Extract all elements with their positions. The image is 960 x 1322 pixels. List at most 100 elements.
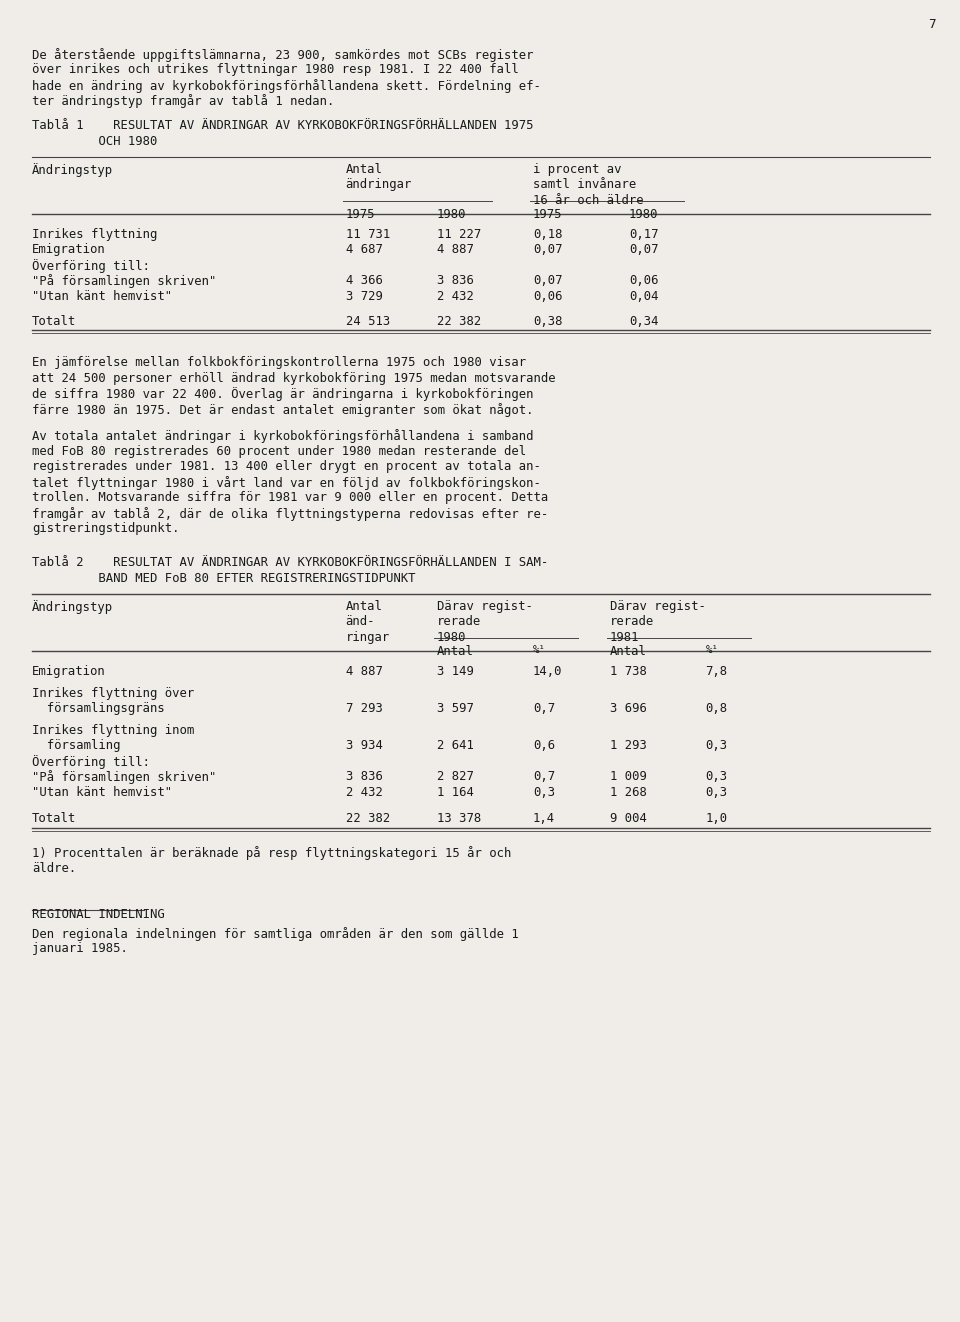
Text: 1) Procenttalen är beräknade på resp flyttningskategori 15 år och: 1) Procenttalen är beräknade på resp fly… — [32, 846, 512, 861]
Text: Antal: Antal — [437, 645, 473, 657]
Text: 7,8: 7,8 — [706, 665, 728, 678]
Text: 0,38: 0,38 — [533, 315, 563, 328]
Text: 1980: 1980 — [629, 208, 659, 221]
Text: 3 696: 3 696 — [610, 702, 646, 715]
Text: registrerades under 1981. 13 400 eller drygt en procent av totala an-: registrerades under 1981. 13 400 eller d… — [32, 460, 540, 473]
Text: Överföring till:: Överföring till: — [32, 259, 150, 272]
Text: 4 366: 4 366 — [346, 274, 382, 287]
Text: 16 år och äldre: 16 år och äldre — [533, 194, 643, 206]
Text: 0,3: 0,3 — [706, 771, 728, 783]
Text: 4 687: 4 687 — [346, 243, 382, 256]
Text: Överföring till:: Överföring till: — [32, 755, 150, 768]
Text: 3 729: 3 729 — [346, 290, 382, 303]
Text: hade en ändring av kyrkobokföringsförhållandena skett. Fördelning ef-: hade en ändring av kyrkobokföringsförhål… — [32, 79, 540, 93]
Text: 13 378: 13 378 — [437, 812, 481, 825]
Text: 2 432: 2 432 — [437, 290, 473, 303]
Text: att 24 500 personer erhöll ändrad kyrkobokföring 1975 medan motsvarande: att 24 500 personer erhöll ändrad kyrkob… — [32, 371, 556, 385]
Text: 22 382: 22 382 — [346, 812, 390, 825]
Text: 1980: 1980 — [437, 631, 467, 644]
Text: de siffra 1980 var 22 400. Överlag är ändringarna i kyrkobokföringen: de siffra 1980 var 22 400. Överlag är än… — [32, 387, 534, 402]
Text: församlingsgräns: församlingsgräns — [32, 702, 164, 715]
Text: 3 836: 3 836 — [437, 274, 473, 287]
Text: 1 738: 1 738 — [610, 665, 646, 678]
Text: 1,0: 1,0 — [706, 812, 728, 825]
Text: 0,6: 0,6 — [533, 739, 555, 752]
Text: 24 513: 24 513 — [346, 315, 390, 328]
Text: Inrikes flyttning: Inrikes flyttning — [32, 227, 157, 241]
Text: ter ändringstyp framgår av tablå 1 nedan.: ter ändringstyp framgår av tablå 1 nedan… — [32, 94, 334, 108]
Text: Totalt: Totalt — [32, 315, 76, 328]
Text: REGIONAL INDELNING: REGIONAL INDELNING — [32, 908, 165, 921]
Text: 3 149: 3 149 — [437, 665, 473, 678]
Text: 2 827: 2 827 — [437, 771, 473, 783]
Text: 0,18: 0,18 — [533, 227, 563, 241]
Text: 14,0: 14,0 — [533, 665, 563, 678]
Text: framgår av tablå 2, där de olika flyttningstyperna redovisas efter re-: framgår av tablå 2, där de olika flyttni… — [32, 506, 548, 521]
Text: 1,4: 1,4 — [533, 812, 555, 825]
Text: "Utan känt hemvist": "Utan känt hemvist" — [32, 785, 172, 798]
Text: "På församlingen skriven": "På församlingen skriven" — [32, 274, 216, 288]
Text: 22 382: 22 382 — [437, 315, 481, 328]
Text: samtl invånare: samtl invånare — [533, 178, 636, 192]
Text: Inrikes flyttning inom: Inrikes flyttning inom — [32, 723, 194, 736]
Text: gistreringstidpunkt.: gistreringstidpunkt. — [32, 522, 180, 535]
Text: Emigration: Emigration — [32, 243, 106, 256]
Text: 0,7: 0,7 — [533, 771, 555, 783]
Text: talet flyttningar 1980 i vårt land var en följd av folkbokföringskon-: talet flyttningar 1980 i vårt land var e… — [32, 476, 540, 489]
Text: 1975: 1975 — [346, 208, 375, 221]
Text: Av totala antalet ändringar i kyrkobokföringsförhållandena i samband: Av totala antalet ändringar i kyrkobokfö… — [32, 430, 534, 443]
Text: 11 731: 11 731 — [346, 227, 390, 241]
Text: Ändringstyp: Ändringstyp — [32, 163, 113, 177]
Text: 0,34: 0,34 — [629, 315, 659, 328]
Text: 7 293: 7 293 — [346, 702, 382, 715]
Text: januari 1985.: januari 1985. — [32, 943, 128, 956]
Text: Tablå 2    RESULTAT AV ÄNDRINGAR AV KYRKOBOKFÖRINGSFÖRHÄLLANDEN I SAM-: Tablå 2 RESULTAT AV ÄNDRINGAR AV KYRKOBO… — [32, 557, 548, 570]
Text: 9 004: 9 004 — [610, 812, 646, 825]
Text: färre 1980 än 1975. Det är endast antalet emigranter som ökat något.: färre 1980 än 1975. Det är endast antale… — [32, 403, 534, 416]
Text: De återstående uppgiftslämnarna, 23 900, samkördes mot SCBs register: De återstående uppgiftslämnarna, 23 900,… — [32, 48, 534, 62]
Text: trollen. Motsvarande siffra för 1981 var 9 000 eller en procent. Detta: trollen. Motsvarande siffra för 1981 var… — [32, 492, 548, 504]
Text: med FoB 80 registrerades 60 procent under 1980 medan resterande del: med FoB 80 registrerades 60 procent unde… — [32, 444, 526, 457]
Text: 0,3: 0,3 — [533, 785, 555, 798]
Text: 3 934: 3 934 — [346, 739, 382, 752]
Text: 1980: 1980 — [437, 208, 467, 221]
Text: 0,07: 0,07 — [533, 243, 563, 256]
Text: ringar: ringar — [346, 631, 390, 644]
Text: 0,7: 0,7 — [533, 702, 555, 715]
Text: %¹: %¹ — [533, 645, 546, 654]
Text: Ändringstyp: Ändringstyp — [32, 600, 113, 613]
Text: över inrikes och utrikes flyttningar 1980 resp 1981. I 22 400 fall: över inrikes och utrikes flyttningar 198… — [32, 63, 518, 77]
Text: 1975: 1975 — [533, 208, 563, 221]
Text: 0,06: 0,06 — [629, 274, 659, 287]
Text: Antal: Antal — [346, 163, 382, 176]
Text: 11 227: 11 227 — [437, 227, 481, 241]
Text: %¹: %¹ — [706, 645, 719, 654]
Text: Antal: Antal — [346, 600, 382, 612]
Text: Tablå 1    RESULTAT AV ÄNDRINGAR AV KYRKOBOKFÖRINGSFÖRHÄLLANDEN 1975: Tablå 1 RESULTAT AV ÄNDRINGAR AV KYRKOBO… — [32, 119, 534, 132]
Text: 7: 7 — [928, 19, 935, 30]
Text: 1 293: 1 293 — [610, 739, 646, 752]
Text: "På församlingen skriven": "På församlingen skriven" — [32, 771, 216, 784]
Text: Den regionala indelningen för samtliga områden är den som gällde 1: Den regionala indelningen för samtliga o… — [32, 927, 518, 941]
Text: änd-: änd- — [346, 615, 375, 628]
Text: 1 268: 1 268 — [610, 785, 646, 798]
Text: 0,07: 0,07 — [533, 274, 563, 287]
Text: OCH 1980: OCH 1980 — [32, 135, 157, 148]
Text: Därav regist-: Därav regist- — [610, 600, 706, 612]
Text: Emigration: Emigration — [32, 665, 106, 678]
Text: "Utan känt hemvist": "Utan känt hemvist" — [32, 290, 172, 303]
Text: 2 641: 2 641 — [437, 739, 473, 752]
Text: En jämförelse mellan folkbokföringskontrollerna 1975 och 1980 visar: En jämförelse mellan folkbokföringskontr… — [32, 357, 526, 369]
Text: Totalt: Totalt — [32, 812, 76, 825]
Text: 3 597: 3 597 — [437, 702, 473, 715]
Text: 0,17: 0,17 — [629, 227, 659, 241]
Text: 2 432: 2 432 — [346, 785, 382, 798]
Text: äldre.: äldre. — [32, 862, 76, 875]
Text: 4 887: 4 887 — [437, 243, 473, 256]
Text: 0,3: 0,3 — [706, 785, 728, 798]
Text: församling: församling — [32, 739, 120, 752]
Text: 0,04: 0,04 — [629, 290, 659, 303]
Text: 1 164: 1 164 — [437, 785, 473, 798]
Text: 3 836: 3 836 — [346, 771, 382, 783]
Text: Antal: Antal — [610, 645, 646, 657]
